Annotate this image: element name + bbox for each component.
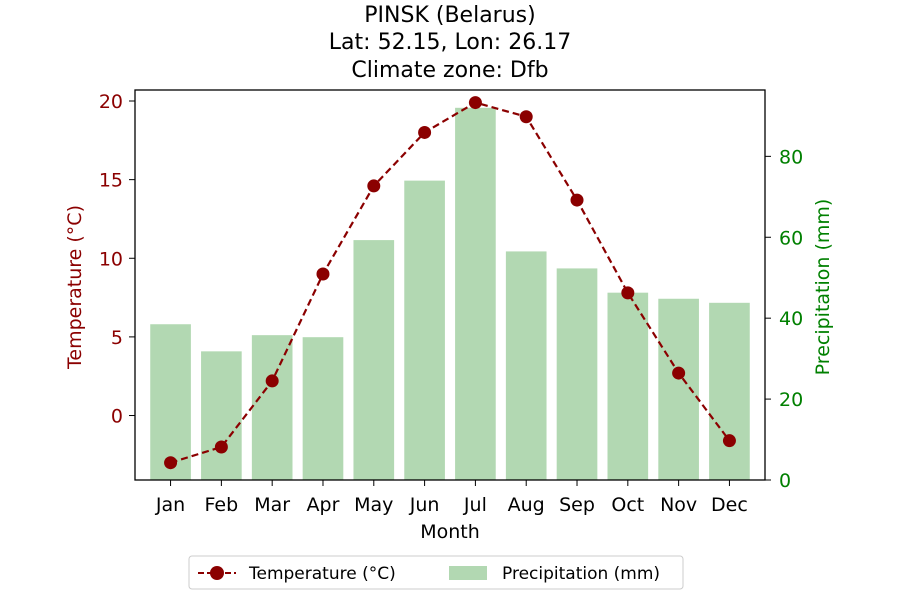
chart-title-line-2: Lat: 52.15, Lon: 26.17 — [329, 30, 571, 55]
temperature-point-mar — [265, 374, 279, 388]
x-tick-label-jul: Jul — [463, 494, 487, 516]
temperature-point-feb — [214, 440, 228, 454]
precipitation-bars — [150, 107, 750, 480]
y-axis-left-label: Temperature (°C) — [64, 205, 86, 370]
x-tick-label-oct: Oct — [611, 494, 644, 516]
x-tick-label-mar: Mar — [254, 494, 290, 516]
y-right-tick-label-60: 60 — [779, 227, 803, 249]
y-right-tick-label-20: 20 — [779, 389, 803, 411]
temperature-point-jul — [468, 96, 482, 110]
precipitation-bar-oct — [607, 292, 649, 480]
temperature-line — [164, 96, 736, 470]
x-tick-label-may: May — [354, 494, 393, 516]
precipitation-bar-jan — [150, 324, 191, 480]
x-tick-label-apr: Apr — [307, 494, 340, 516]
temperature-point-oct — [621, 286, 635, 300]
y-left-tick-label-15: 15 — [99, 170, 123, 192]
legend-temperature-dot-marker — [210, 566, 224, 580]
x-axis-label: Month — [420, 521, 480, 543]
y-right-tick-label-0: 0 — [779, 470, 791, 492]
legend-precipitation-label: Precipitation (mm) — [502, 564, 660, 584]
temperature-point-apr — [316, 267, 330, 281]
x-tick-label-dec: Dec — [711, 494, 748, 516]
temperature-point-jan — [164, 456, 178, 470]
precipitation-bar-feb — [201, 351, 242, 480]
temperature-series-line — [170, 101, 731, 464]
y-axis-right-label: Precipitation (mm) — [812, 199, 834, 376]
y-right-tick-label-40: 40 — [779, 308, 803, 330]
temperature-point-may — [367, 179, 381, 193]
temperature-point-aug — [519, 110, 533, 124]
y-right-tick-label-80: 80 — [779, 146, 803, 168]
legend-box — [188, 555, 684, 590]
precipitation-bar-jun — [404, 180, 445, 480]
temperature-point-dec — [722, 434, 736, 448]
temperature-point-jun — [418, 125, 432, 139]
precipitation-bar-sep — [556, 268, 598, 480]
precipitation-bar-aug — [505, 251, 547, 480]
chart-title-line-3: Climate zone: Dfb — [351, 58, 548, 83]
precipitation-bar-nov — [658, 298, 699, 480]
x-tick-label-nov: Nov — [660, 494, 697, 516]
precipitation-bar-dec — [709, 302, 750, 480]
legend: Temperature (°C) Precipitation (mm) — [188, 555, 684, 590]
y-left-tick-label-10: 10 — [99, 248, 123, 270]
axes: 0 5 10 15 20 0 20 40 60 80 Jan Feb Mar Apr May Jun Jul Au… — [99, 89, 803, 516]
precipitation-bar-jul — [455, 107, 496, 480]
legend-temperature-label: Temperature (°C) — [248, 564, 396, 584]
y-left-tick-label-5: 5 — [111, 327, 123, 349]
legend-precipitation-swatch — [449, 566, 487, 580]
x-tick-label-jun: Jun — [409, 494, 440, 516]
y-left-tick-label-0: 0 — [111, 406, 123, 428]
chart-title-line-1: PINSK (Belarus) — [364, 3, 535, 28]
temperature-point-sep — [570, 193, 584, 207]
temperature-point-nov — [672, 366, 686, 380]
y-left-tick-label-20: 20 — [99, 91, 123, 113]
x-tick-label-sep: Sep — [559, 494, 595, 516]
x-tick-label-feb: Feb — [205, 494, 239, 516]
x-tick-label-aug: Aug — [508, 494, 545, 516]
precipitation-bar-mar — [251, 335, 293, 480]
precipitation-bar-apr — [302, 337, 344, 480]
x-tick-label-jan: Jan — [155, 494, 185, 516]
precipitation-bar-may — [353, 240, 395, 480]
plot-frame — [134, 89, 766, 481]
